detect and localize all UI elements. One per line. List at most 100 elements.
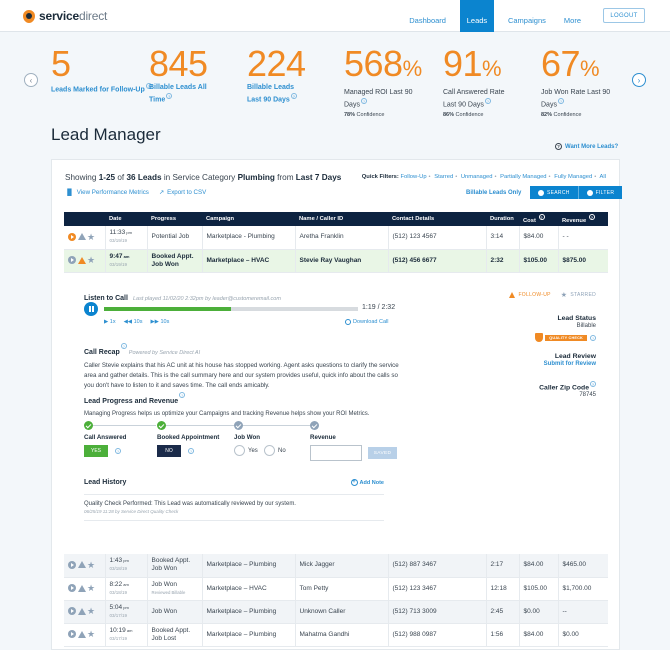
follow-up-icon[interactable] [78, 607, 86, 615]
listen-to-call-title: Listen to Call [84, 295, 128, 302]
starred-toggle[interactable]: ★ STARRED [560, 292, 596, 299]
stat-label: Billable Leads Last 90 Days [247, 84, 295, 103]
rewind-button[interactable]: ◀◀ 10s [123, 319, 143, 325]
col-name[interactable]: Name / Caller ID [295, 212, 388, 226]
check-icon [84, 421, 93, 430]
job-won-yes-radio[interactable]: Yes [234, 445, 258, 456]
booked-appointment-no-button[interactable]: NO [157, 445, 181, 457]
play-icon[interactable] [68, 256, 76, 265]
logo-pin-icon [23, 9, 35, 23]
quick-filter-follow-up[interactable]: Follow-Up [400, 174, 427, 180]
table-row[interactable]: ★ 11:33 pm 03/19/19 Potential Job Marketp… [64, 226, 608, 250]
table-row[interactable]: ★ 8:22 am 03/18/19 Job Won Reviewed Billab… [64, 577, 608, 601]
table-row[interactable]: ★ 5:04 pm 03/17/19 Job Won Marketplace – … [64, 600, 608, 624]
view-performance-metrics-link[interactable]: ▐▌ View Performance Metrics [65, 189, 149, 196]
call-recap-text: Caller Stevie explains that his AC unit … [84, 362, 399, 389]
search-button[interactable]: SEARCH [530, 186, 578, 199]
want-more-leads-link[interactable]: ? Want More Leads? [555, 143, 618, 150]
table-row[interactable]: ★ 10:19 am 03/17/19 Booked Appt. Job Lost … [64, 623, 608, 647]
help-icon[interactable]: ? [166, 92, 173, 99]
star-icon[interactable]: ★ [87, 583, 96, 594]
col-duration[interactable]: Duration [486, 212, 519, 226]
forward-button[interactable]: ▶▶ 10s [150, 319, 170, 325]
add-note-button[interactable]: + Add Note [350, 479, 384, 486]
logo-text-light: direct [78, 9, 108, 23]
help-icon[interactable]: ? [120, 342, 127, 349]
follow-up-icon[interactable] [78, 561, 86, 569]
help-icon[interactable]: ? [588, 214, 595, 221]
play-icon[interactable] [68, 584, 76, 593]
quick-filter-all[interactable]: All [599, 174, 606, 180]
quick-filter-unmanaged[interactable]: Unmanaged [460, 174, 493, 180]
stat-billable-all-time[interactable]: 845 Billable Leads All Time? [149, 46, 209, 104]
nav-dashboard[interactable]: Dashboard [409, 16, 446, 25]
col-progress[interactable]: Progress [147, 212, 202, 226]
follow-up-icon[interactable] [78, 233, 86, 241]
submit-for-review-link[interactable]: Submit for Review [543, 361, 596, 367]
help-icon[interactable]: ? [179, 391, 186, 398]
help-icon[interactable]: ? [557, 97, 564, 104]
help-icon[interactable]: ? [188, 448, 194, 454]
col-cost[interactable]: Cost ? [519, 212, 558, 226]
audio-progress-bar[interactable] [104, 307, 358, 311]
nav-leads[interactable]: Leads [459, 0, 494, 32]
nav-campaigns[interactable]: Campaigns [507, 16, 546, 25]
table-row[interactable]: ★ 1:43 pm 03/18/19 Booked Appt. Job Won Ma… [64, 554, 608, 578]
quick-filter-fully-managed[interactable]: Fully Managed [554, 174, 593, 180]
stat-billable-90-days[interactable]: 224 Billable Leads Last 90 Days? [247, 46, 307, 104]
help-icon[interactable]: ? [115, 448, 121, 454]
call-answered-yes-button[interactable]: YES [84, 445, 108, 457]
step-revenue-label: Revenue [310, 434, 336, 441]
download-call-link[interactable]: Download Call [345, 319, 388, 325]
quick-filter-partially-managed[interactable]: Partially Managed [500, 174, 547, 180]
play-icon[interactable] [68, 630, 76, 639]
stat-confidence: 78% Confidence [344, 112, 385, 119]
star-icon[interactable]: ★ [87, 559, 96, 570]
play-icon[interactable] [68, 232, 76, 241]
help-icon[interactable]: ? [360, 97, 367, 104]
stats-next-button[interactable]: › [632, 73, 646, 87]
follow-up-icon[interactable] [78, 256, 86, 264]
play-icon[interactable] [68, 560, 76, 569]
col-revenue[interactable]: Revenue ? [558, 212, 608, 226]
revenue-input[interactable] [310, 445, 362, 461]
star-icon[interactable]: ★ [87, 231, 96, 242]
playback-speed-button[interactable]: ▶ 1x [104, 319, 116, 325]
col-contact[interactable]: Contact Details [388, 212, 486, 226]
follow-up-toggle[interactable]: FOLLOW-UP [509, 291, 550, 299]
logout-button[interactable]: LOGOUT [603, 8, 645, 23]
help-icon[interactable]: ? [590, 381, 596, 387]
billable-leads-only-toggle[interactable]: Billable Leads Only [466, 190, 522, 196]
follow-up-icon[interactable] [78, 584, 86, 592]
play-icon[interactable] [68, 607, 76, 616]
leads-table: Date Progress Campaign Name / Caller ID … [64, 212, 608, 273]
stat-value: 5 [51, 43, 71, 84]
star-icon[interactable]: ★ [87, 255, 96, 266]
job-won-no-radio[interactable]: No [264, 445, 286, 456]
star-icon[interactable]: ★ [87, 629, 96, 640]
warning-icon [509, 292, 516, 298]
stats-prev-button[interactable]: ‹ [24, 73, 38, 87]
logo[interactable]: servicedirect [23, 9, 107, 23]
table-row-selected[interactable]: ★ 9:47 am 03/19/19 Booked Appt. Job Won Ma… [64, 249, 608, 273]
stat-follow-up[interactable]: 5 Leads Marked for Follow-Up? [51, 46, 152, 95]
export-csv-link[interactable]: ↗ Export to CSV [158, 189, 207, 196]
saved-button[interactable]: SAVED [368, 447, 397, 459]
results-summary: Showing 1-25 of 36 Leads in Service Cate… [65, 173, 342, 182]
help-icon[interactable]: ? [145, 83, 152, 89]
help-icon[interactable]: ? [590, 334, 596, 341]
star-icon[interactable]: ★ [87, 606, 96, 617]
quick-filter-starred[interactable]: Starred [434, 174, 454, 180]
col-date[interactable]: Date [105, 212, 147, 226]
help-icon[interactable]: ? [290, 92, 297, 99]
filter-button[interactable]: FILTER [577, 186, 623, 199]
call-recap: Call Recap?Powered by Service Direct AI … [84, 341, 404, 391]
pause-button[interactable] [84, 302, 98, 316]
col-campaign[interactable]: Campaign [202, 212, 295, 226]
lead-review: Lead Review Submit for Review [543, 353, 596, 367]
help-icon[interactable]: ? [484, 97, 491, 104]
help-icon[interactable]: ? [538, 214, 545, 221]
stat-value: 224 [247, 43, 306, 84]
follow-up-icon[interactable] [78, 630, 86, 638]
nav-more[interactable]: More [563, 16, 581, 25]
